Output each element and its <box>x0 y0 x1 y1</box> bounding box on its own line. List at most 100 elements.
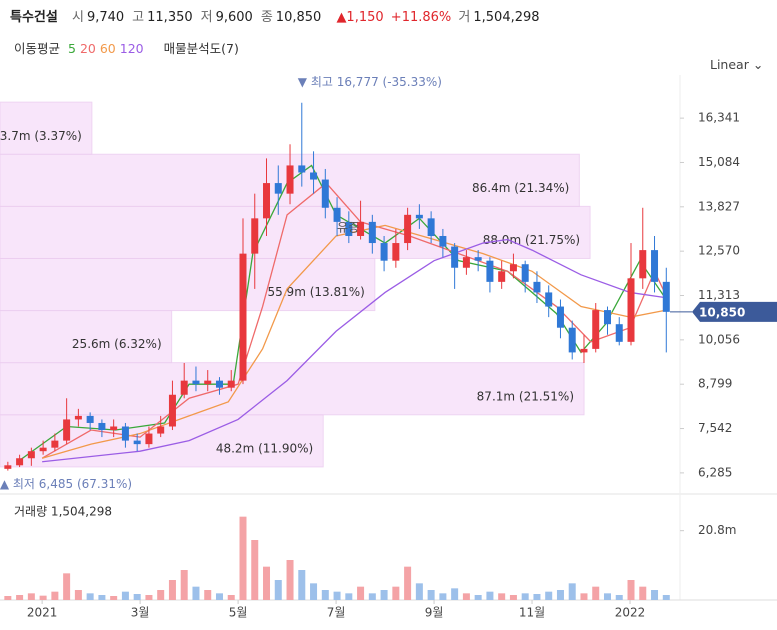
volume-bar <box>121 591 129 600</box>
ma-items: 5 20 60 120 <box>68 41 148 56</box>
candle-body <box>439 235 447 247</box>
volume-bar <box>298 570 306 600</box>
profile-label: 25.6m (6.32%) <box>72 337 162 351</box>
candle-body <box>298 165 306 173</box>
profile-bar <box>0 205 591 259</box>
volume-bar <box>357 586 365 600</box>
volume-bar <box>368 593 376 600</box>
volume-bar <box>427 590 435 600</box>
volume-bar <box>509 595 517 600</box>
volume-bar <box>568 583 576 600</box>
ma-legend-item: 20 <box>79 41 96 56</box>
candle-body <box>509 264 517 272</box>
x-tick-label: 2022 <box>615 606 646 620</box>
candle-body <box>521 264 529 282</box>
candle-body <box>263 183 271 219</box>
candle-body <box>227 380 235 388</box>
volume-bar <box>415 583 423 600</box>
candle-body <box>427 218 435 236</box>
volume-bar <box>592 586 600 600</box>
volume-bar <box>39 595 47 600</box>
profile-bar <box>0 257 376 312</box>
scale-select[interactable]: Linear ⌄ <box>710 57 763 72</box>
volume-bar <box>227 595 235 600</box>
volume-bar <box>462 593 470 600</box>
volume-bar <box>556 590 564 600</box>
candle-body <box>145 433 153 445</box>
candle-body <box>180 380 188 395</box>
candle-body <box>251 218 259 254</box>
profile-label: 88.0m (21.75%) <box>483 233 580 247</box>
candle-body <box>592 310 600 349</box>
y-tick-label: 11,313 <box>698 288 740 302</box>
volume-bar <box>274 580 282 600</box>
volume-bar <box>16 595 24 600</box>
ma-legend[interactable]: 이동평균 5 20 60 120 매물분석도(7) <box>14 38 243 57</box>
event-label: 유증 <box>337 221 359 235</box>
quote-value: 10,850 <box>275 10 322 25</box>
volume-bar <box>4 596 12 600</box>
ma-line <box>42 238 667 463</box>
quote-label: 고 <box>132 10 145 25</box>
volume-title: 거래량 1,504,298 <box>14 505 112 519</box>
profile-bar <box>0 362 585 416</box>
volume-bar <box>404 566 412 600</box>
y-tick-label: 8,799 <box>698 377 732 391</box>
candle-body <box>580 348 588 353</box>
y-tick-label: 10,056 <box>698 332 740 346</box>
candle-body <box>451 246 459 268</box>
volume-value: 1,504,298 <box>473 10 540 25</box>
candle-body <box>274 183 282 194</box>
x-tick-label: 5월 <box>229 606 248 620</box>
volume-bar <box>651 590 659 600</box>
candle-body <box>133 440 141 445</box>
candle-body <box>615 324 623 342</box>
ma-legend-item: 120 <box>119 41 144 56</box>
last-price-label: 10,850 <box>699 305 745 319</box>
volume-bar <box>98 595 106 600</box>
volume-bar <box>627 580 635 600</box>
candle-body <box>474 257 482 261</box>
quote-label: 종 <box>260 10 273 25</box>
ma-legend-item: 60 <box>99 41 116 56</box>
candle-body <box>533 281 541 293</box>
volume-bar <box>615 595 623 600</box>
last-price-tag <box>692 301 777 322</box>
volume-bar <box>545 591 553 600</box>
high-annotation: ▼ 최고 16,777 (-35.33%) <box>298 75 442 89</box>
volume-bar <box>251 540 259 600</box>
candle-body <box>86 415 94 423</box>
candle-body <box>63 419 71 441</box>
volume-bar <box>474 595 482 600</box>
header: 특수건설 시 9,740 고 11,350 저 9,600 종 10,850 ▲1,150 +… <box>10 6 543 25</box>
volume-bar <box>51 591 59 600</box>
candle-body <box>51 440 59 448</box>
volume-bar <box>580 593 588 600</box>
volume-bar <box>133 594 141 600</box>
profile-label: 86.4m (21.34%) <box>472 181 569 195</box>
candle-body <box>16 458 24 466</box>
volume-bar <box>145 595 153 600</box>
volume-bar <box>639 586 647 600</box>
candle-body <box>392 243 400 261</box>
candle-body <box>74 415 82 420</box>
profile-label: 13.7m (3.37%) <box>0 129 82 143</box>
candle-body <box>110 426 118 431</box>
candle-body <box>4 465 12 469</box>
profile-bar <box>0 310 173 364</box>
candle-body <box>357 221 365 236</box>
candle-body <box>627 278 635 342</box>
volume-bar <box>86 593 94 600</box>
volume-tick-label: 20.8m <box>698 523 736 537</box>
quote-label: 저 <box>200 10 213 25</box>
quote-label: 시 <box>71 10 84 25</box>
candle-body <box>121 426 129 441</box>
volume-bar <box>286 560 294 600</box>
profile-title[interactable]: 매물분석도(7) <box>163 41 239 56</box>
change-pct: +11.86% <box>390 10 452 25</box>
volume-bar <box>239 516 247 600</box>
profile-label: 55.9m (13.81%) <box>267 285 364 299</box>
y-tick-label: 13,827 <box>698 199 740 213</box>
candle-body <box>333 207 341 222</box>
candle-body <box>39 447 47 452</box>
